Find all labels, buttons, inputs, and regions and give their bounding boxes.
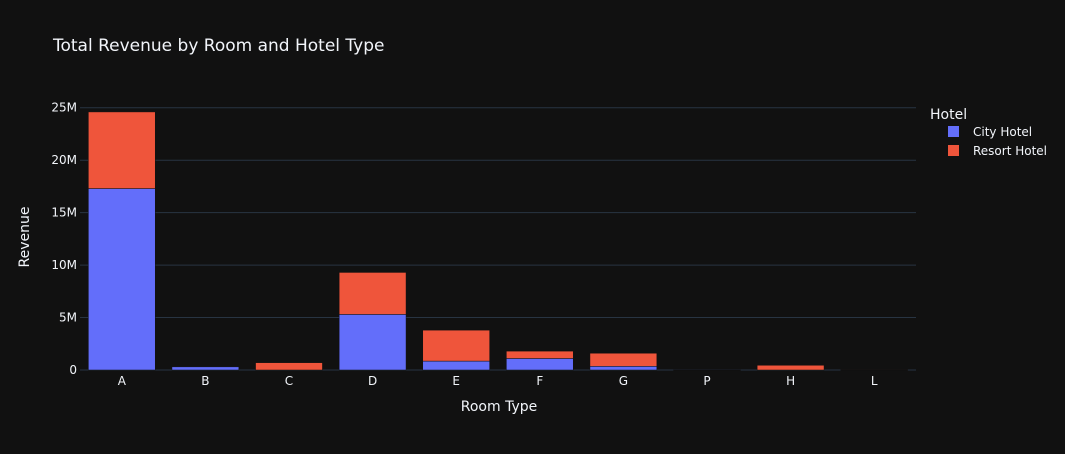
y-tick-label: 15M bbox=[51, 206, 77, 220]
bar-C-resort-hotel[interactable] bbox=[255, 362, 323, 371]
legend-item-city-hotel[interactable]: City Hotel bbox=[948, 125, 1032, 139]
x-tick-label: G bbox=[619, 374, 628, 388]
x-tick-label: A bbox=[118, 374, 127, 388]
x-tick-label: C bbox=[285, 374, 293, 388]
x-tick-label: B bbox=[201, 374, 209, 388]
y-axis: 0 5M 10M 15M 20M 25M bbox=[51, 101, 77, 377]
legend-swatch-city-hotel bbox=[948, 126, 959, 137]
bar-D-city-hotel[interactable] bbox=[338, 314, 407, 371]
bar-H-resort-hotel[interactable] bbox=[756, 365, 825, 371]
y-tick-label: 5M bbox=[59, 311, 77, 325]
bar-G-city-hotel[interactable] bbox=[589, 366, 658, 371]
bar-P-city-hotel[interactable] bbox=[673, 369, 741, 371]
x-tick-label: P bbox=[703, 374, 710, 388]
legend-item-resort-hotel[interactable]: Resort Hotel bbox=[948, 144, 1047, 158]
legend-title: Hotel bbox=[930, 107, 967, 123]
bar-G-resort-hotel[interactable] bbox=[589, 352, 658, 367]
bar-F-city-hotel[interactable] bbox=[506, 358, 574, 371]
bar-D-resort-hotel[interactable] bbox=[338, 272, 407, 315]
y-tick-label: 10M bbox=[51, 258, 77, 272]
legend-swatch-resort-hotel bbox=[948, 145, 959, 156]
x-tick-label: H bbox=[786, 374, 795, 388]
bar-A-resort-hotel[interactable] bbox=[88, 111, 156, 189]
bar-B-city-hotel[interactable] bbox=[171, 366, 240, 371]
bar-L-resort-hotel[interactable] bbox=[840, 369, 908, 371]
legend-label-city-hotel: City Hotel bbox=[973, 125, 1032, 139]
chart-title: Total Revenue by Room and Hotel Type bbox=[52, 36, 384, 56]
x-tick-label: E bbox=[452, 374, 460, 388]
x-tick-label: F bbox=[536, 374, 543, 388]
y-tick-label: 25M bbox=[51, 101, 77, 115]
legend[interactable]: Hotel City Hotel Resort Hotel bbox=[930, 107, 1047, 158]
bar-E-city-hotel[interactable] bbox=[422, 360, 490, 371]
bar-A-city-hotel[interactable] bbox=[88, 188, 156, 371]
bars-layer[interactable] bbox=[88, 111, 908, 371]
legend-label-resort-hotel: Resort Hotel bbox=[973, 144, 1047, 158]
bar-E-resort-hotel[interactable] bbox=[422, 329, 490, 362]
y-tick-label: 0 bbox=[69, 363, 77, 377]
y-axis-title: Revenue bbox=[17, 207, 33, 268]
x-tick-label: L bbox=[871, 374, 878, 388]
bar-F-resort-hotel[interactable] bbox=[506, 350, 574, 359]
y-tick-label: 20M bbox=[51, 153, 77, 167]
x-axis-title: Room Type bbox=[461, 399, 537, 415]
x-tick-label: D bbox=[368, 374, 377, 388]
